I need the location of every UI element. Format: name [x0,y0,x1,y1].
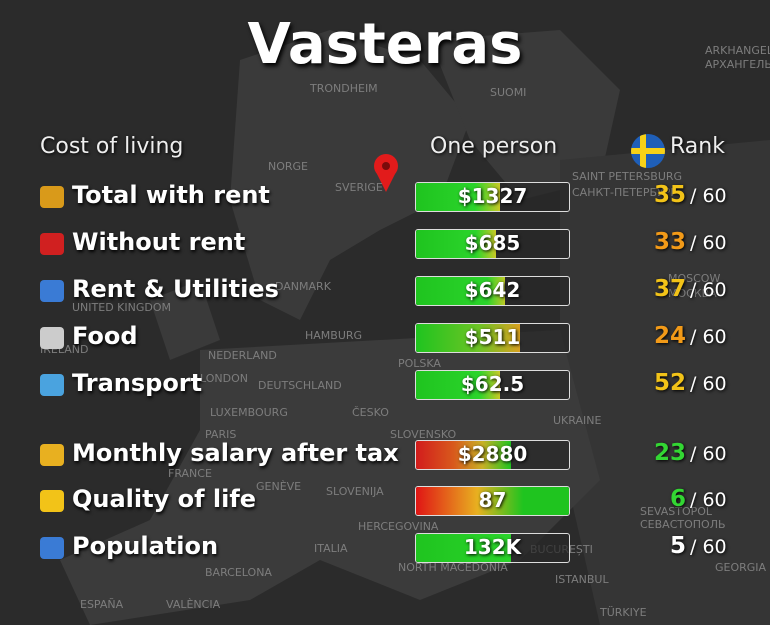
map-label: GEORGIA [715,561,767,574]
bar-fill [416,487,569,515]
bar-fill [416,277,505,305]
row-icon [40,490,64,512]
rank-total: / 60 [690,185,727,207]
row-label: Rent & Utilities [72,275,279,303]
rank-value: 5 [669,533,686,559]
map-label: САНКТ-ПЕТЕРБУРГ [572,186,678,199]
map-label: FRANCE [168,467,212,480]
column-header: Cost of living [40,134,184,159]
map-label: GENÈVE [256,480,302,493]
row-value: 87 [478,488,507,512]
row-label: Population [72,532,219,560]
bar-track [415,440,570,470]
map-label: ITALIA [314,542,348,555]
row-label: Without rent [72,228,246,256]
map-label: SVERIGE [335,181,383,194]
rank-value: 52 [653,370,686,396]
row-value: $1327 [457,184,528,208]
rank-value: 37 [653,276,686,302]
rank-value: 23 [653,440,686,466]
map-label: SLOVENIJA [326,485,384,498]
map-label: МОСКВА [668,287,717,300]
map-label: LUXEMBOURG [210,406,288,419]
rank-total: / 60 [690,232,727,254]
map-label: MOSCOW [668,272,721,285]
row-value: $62.5 [460,372,525,396]
row-label: Monthly salary after tax [72,439,399,467]
map-label: UNITED KINGDOM [72,301,171,314]
map-label: NORGE [268,160,309,173]
row-value: $2880 [457,442,528,466]
row-value: $511 [464,325,521,349]
bar-fill [416,230,496,258]
map-label: NEDERLAND [208,349,277,362]
row-value: $685 [464,231,521,255]
map-label: СЕВАСТОПОЛЬ [640,518,726,531]
row-icon [40,374,64,396]
row-value: $642 [464,278,521,302]
map-label: SUOMI [490,86,527,99]
rank-total: / 60 [690,536,727,558]
map-label: TRONDHEIM [310,82,378,95]
rank-value: 24 [653,323,686,349]
title: Vasteras [247,12,523,77]
bar-fill [416,324,521,352]
bar-fill [416,183,501,211]
bar-fill [416,371,501,399]
row-icon [40,444,64,466]
row-label: Total with rent [72,181,270,209]
map-label: DANMARK [275,280,331,293]
bar-track [415,323,570,353]
map-label: NORTH MACEDONIA [398,561,508,574]
row-icon [40,537,64,559]
map-label: SAINT PETERSBURG [572,170,683,183]
map-label: ČESKO [352,406,389,419]
rank-total: / 60 [690,489,727,511]
row-label: Quality of life [72,485,257,513]
map-label: TÜRKIYE [600,606,647,619]
map-label: LONDON [200,372,248,385]
row-icon [40,327,64,349]
map-label: ARKHANGELSK [705,44,770,57]
bar-fill [416,441,511,469]
rank-total: / 60 [690,279,727,301]
row-label: Food [72,322,138,350]
rank-total: / 60 [690,373,727,395]
map-label: VALÈNCIA [166,598,221,611]
bar-fill [416,534,511,562]
map-label: ESPAÑA [80,598,124,611]
map-label: BARCELONA [205,566,272,579]
bar-track [415,229,570,259]
map-label: HAMBURG [305,329,363,342]
bar-track [415,486,570,516]
map-label: PARIS [205,428,237,441]
map-label: DEUTSCHLAND [258,379,342,392]
bar-track [415,533,570,563]
map-label: ISTANBUL [555,573,609,586]
rank-value: 6 [669,486,686,512]
map-label: АРХАНГЕЛЬСК [705,58,770,71]
map-label: SEVASTOPOL [640,505,713,518]
row-icon [40,280,64,302]
row-label: Transport [72,369,203,397]
rank-total: / 60 [690,326,727,348]
bar-track [415,370,570,400]
bar-track [415,276,570,306]
map-label: UKRAINE [553,414,602,427]
map-label: HERCEGOVINA [358,520,439,533]
rank-value: 33 [653,229,686,255]
column-header: One person [430,134,558,159]
row-icon [40,186,64,208]
row-icon [40,233,64,255]
rank-value: 35 [653,182,686,208]
sweden-flag [631,134,665,168]
row-value: 132K [463,535,522,559]
bar-track [415,182,570,212]
column-header: Rank [670,134,725,159]
map-label: SLOVENSKO [390,428,457,441]
rank-total: / 60 [690,443,727,465]
map-label: POLSKA [398,357,441,370]
